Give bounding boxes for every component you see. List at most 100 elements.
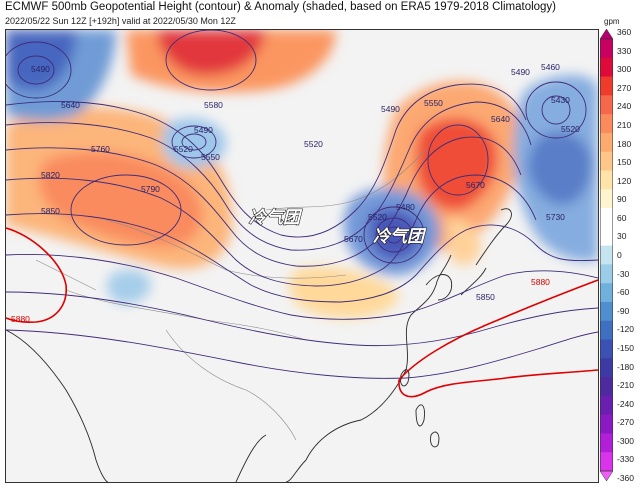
contour-closed-low [171,125,217,159]
colorbar-segment [600,151,613,171]
colorbar-tick-label: -30 [617,268,630,279]
map-svg: 5490 5640 5760 5820 5850 5790 5580 5490 … [6,30,598,482]
chart-subtitle: 2022/05/22 Sun 12Z [+192h] valid at 2022… [5,16,236,26]
colorbar-segment [600,95,613,115]
colorbar-segment [600,132,613,153]
contour-closed-low [181,133,207,151]
colorbar-tick-label: 300 [617,64,632,75]
ridge-5880-east [398,279,598,381]
contour-closed-low [17,55,55,85]
cold-anomaly-far-east-core [527,131,592,205]
contour-closed-low [525,81,587,139]
colorbar-tick-label: -270 [617,417,635,428]
contour-label: 5460 [541,62,560,72]
colorbar-segment [600,301,613,322]
contour-label: 5550 [424,98,443,108]
contour-label: 5760 [91,144,110,154]
contour-line [6,254,598,320]
contour-label: 5850 [41,206,60,216]
contour-closed-low [363,206,425,264]
coastline-taiwan [400,369,410,387]
coastline-korea [425,274,453,301]
chart-title: ECMWF 500mb Geopotential Height (contour… [5,1,557,13]
contour-closed-high [70,174,182,246]
colorbar-segment [600,170,613,190]
contour-closed-low [6,41,72,99]
colorbar [600,29,613,481]
colorbar-tick-label: -360 [617,473,635,483]
colorbar-unit: gpm [604,17,620,26]
colorbar-tick-label: 30 [617,231,627,242]
contour-label: 5820 [41,170,60,180]
map-panel: 5490 5640 5760 5820 5850 5790 5580 5490 … [5,29,599,483]
colorbar-tick-label: -120 [617,324,635,335]
cold-anomaly-northwest-core [6,30,76,91]
colorbar-frame [600,38,613,472]
colorbar-segment [600,452,613,472]
contour-line [6,83,527,238]
height-contours [6,30,598,379]
cold-anomaly-southwest [106,269,151,305]
colorbar-tick-label: -90 [617,305,630,316]
border-4 [35,259,97,291]
ridge-5880-south [398,369,598,398]
colorbar-segment [600,433,613,453]
colorbar-segment [600,320,613,341]
coastline-philippines [415,404,440,448]
contour-closed-low [385,226,403,244]
border-5 [265,149,427,211]
colorbar-tick-label: -330 [617,454,635,465]
colorbar-tick-label: 180 [617,138,632,149]
contour-line [6,213,598,303]
colorbar-segment [600,358,613,378]
border-1 [105,219,347,279]
colorbar-tick-label: 270 [617,82,632,93]
contour-label: 5580 [204,100,223,110]
colorbar-segment [600,264,613,284]
contour-label: 5670 [344,234,363,244]
contour-line [6,136,522,267]
contour-labels: 5490 5640 5760 5820 5850 5790 5580 5490 … [11,62,580,324]
colorbar-segment [600,189,613,209]
contour-closed-high [165,30,257,91]
ridge-5880-west [6,227,67,323]
cold-air-mass-label-west: 冷气团 [249,208,303,228]
colorbar-tick-label: 330 [617,45,632,56]
contour-closed-low [541,95,571,125]
colorbar-segment [600,208,613,228]
coastline-india [6,329,109,482]
colorbar-segment [600,245,613,265]
colorbar-tick-label: 0 [617,250,622,260]
colorbar-tick-label: 150 [617,157,632,168]
warm-anomaly-south [289,266,399,319]
colorbar-segment [600,57,613,78]
contour-closed-low [375,217,413,253]
colorbar-segment [600,76,613,96]
colorbar-segment [600,39,613,59]
contour-line [6,329,598,379]
contour-label: 5670 [466,180,485,190]
contour-label: 5520 [304,139,323,149]
ridge-5880 [6,227,598,398]
colorbar-tick-label: 90 [617,194,627,205]
contour-label: 5850 [476,292,495,302]
contour-label: 5520 [561,124,580,134]
colorbar-tick-label: -210 [617,380,635,391]
colorbar-segment [600,414,613,434]
colorbar-tick-label: -150 [617,342,635,353]
contour-line [6,101,532,251]
contour-label: 5480 [396,202,415,212]
warm-anomaly-north-core [156,30,266,75]
colorbar-segment [600,114,613,134]
map-background [6,30,598,482]
colorbar-tick-label: -180 [617,361,635,372]
colorbar-extend-top [600,29,613,40]
colorbar-tick-label: 120 [617,175,632,186]
colorbar-tick-label: 360 [617,27,632,37]
anomaly-shading [6,30,598,319]
colorbar-tick-label: 60 [617,212,627,223]
colorbar-segment [600,226,613,247]
contour-label: 5490 [31,64,50,74]
contour-label: 5430 [551,95,570,105]
coastline-china [305,254,452,461]
